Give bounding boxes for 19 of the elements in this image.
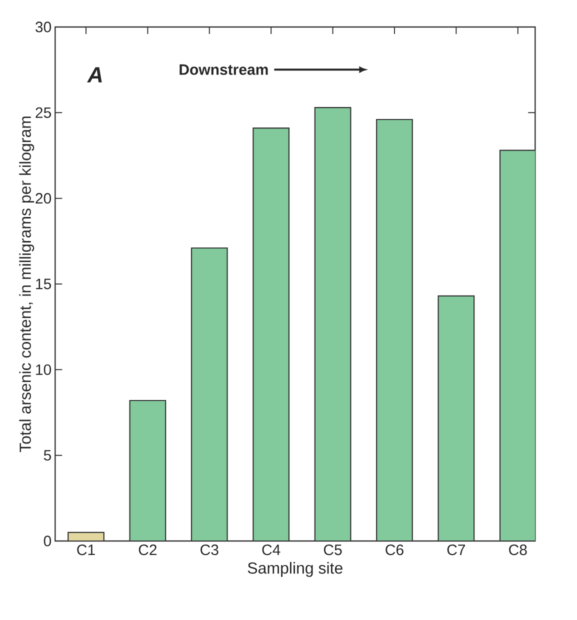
y-tick-label: 15: [36, 278, 52, 290]
x-tick-label: C2: [138, 544, 157, 556]
x-tick-label: C3: [200, 544, 218, 556]
y-tick-label: 30: [36, 22, 52, 32]
annotation: A: [87, 67, 102, 82]
x-axis-title: Sampling site: [248, 562, 342, 577]
x-tick-label: C7: [447, 544, 466, 556]
y-tick-label: 5: [44, 450, 52, 461]
x-tick-label: C6: [386, 544, 404, 556]
x-tick-label: C4: [262, 544, 280, 556]
annotation: Downstream: [180, 64, 268, 75]
x-tick-label: C8: [509, 544, 527, 556]
x-tick-label: C1: [77, 544, 95, 556]
y-tick-label: 20: [36, 193, 52, 204]
y-tick-label: 0: [44, 536, 52, 546]
x-tick-label: C5: [324, 544, 342, 556]
y-axis-title: Total arsenic content, in milligrams per kilogram: [19, 116, 34, 452]
y-tick-label: 10: [36, 364, 52, 375]
y-tick-label: 25: [36, 107, 52, 118]
